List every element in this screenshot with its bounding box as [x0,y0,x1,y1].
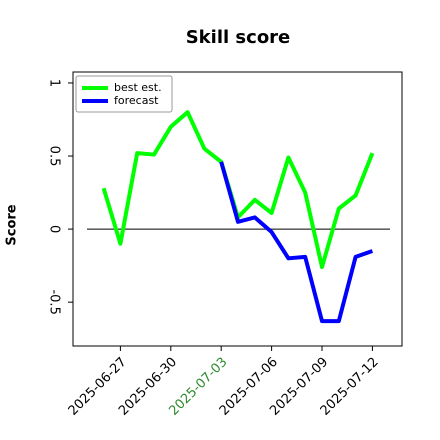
series-line [101,110,375,270]
series-line [219,161,374,324]
y-axis-label: Score [5,204,20,245]
y-tick-label: 0.5 [47,146,62,167]
plot-frame [72,71,403,347]
y-tick-label: -0.5 [47,289,62,314]
y-tick-label: 0 [47,225,62,233]
legend-label: forecast [114,94,159,107]
chart-title: Skill score [186,27,291,48]
legend-label: best est. [114,81,162,94]
y-tick-label: 1 [47,79,62,87]
